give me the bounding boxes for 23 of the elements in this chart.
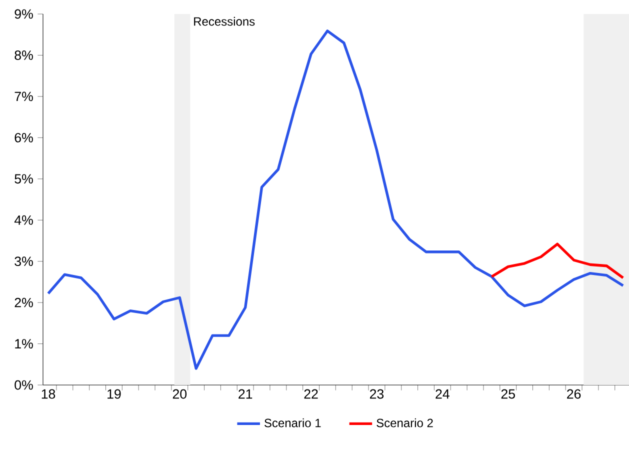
y-tick-label: 8% xyxy=(14,50,33,60)
legend-label: Scenario 1 xyxy=(264,418,321,428)
y-tick-label: 3% xyxy=(14,256,33,266)
y-tick-label: 5% xyxy=(14,174,33,184)
x-tick-label: 25 xyxy=(501,389,515,399)
legend-label: Scenario 2 xyxy=(376,418,433,428)
y-tick-label: 4% xyxy=(14,215,33,225)
line-series xyxy=(490,242,624,280)
x-tick-label: 21 xyxy=(238,389,252,399)
x-tick-label: 22 xyxy=(304,389,318,399)
y-tick-label: 7% xyxy=(14,92,33,102)
band-label: Recessions xyxy=(194,16,255,26)
x-tick-label: 19 xyxy=(108,389,121,399)
x-tick-label: 24 xyxy=(436,389,450,399)
x-tick-label: 26 xyxy=(567,389,581,399)
y-tick-label: 1% xyxy=(15,339,33,348)
x-tick-label: 20 xyxy=(172,389,187,399)
x-tick-label: 18 xyxy=(42,389,56,399)
y-tick-label: 0% xyxy=(14,380,33,390)
y-tick-label: 6% xyxy=(14,132,33,142)
y-tick-label: 2% xyxy=(14,298,33,308)
y-tick-label: 9% xyxy=(14,9,33,19)
x-tick-label: 23 xyxy=(370,389,384,399)
